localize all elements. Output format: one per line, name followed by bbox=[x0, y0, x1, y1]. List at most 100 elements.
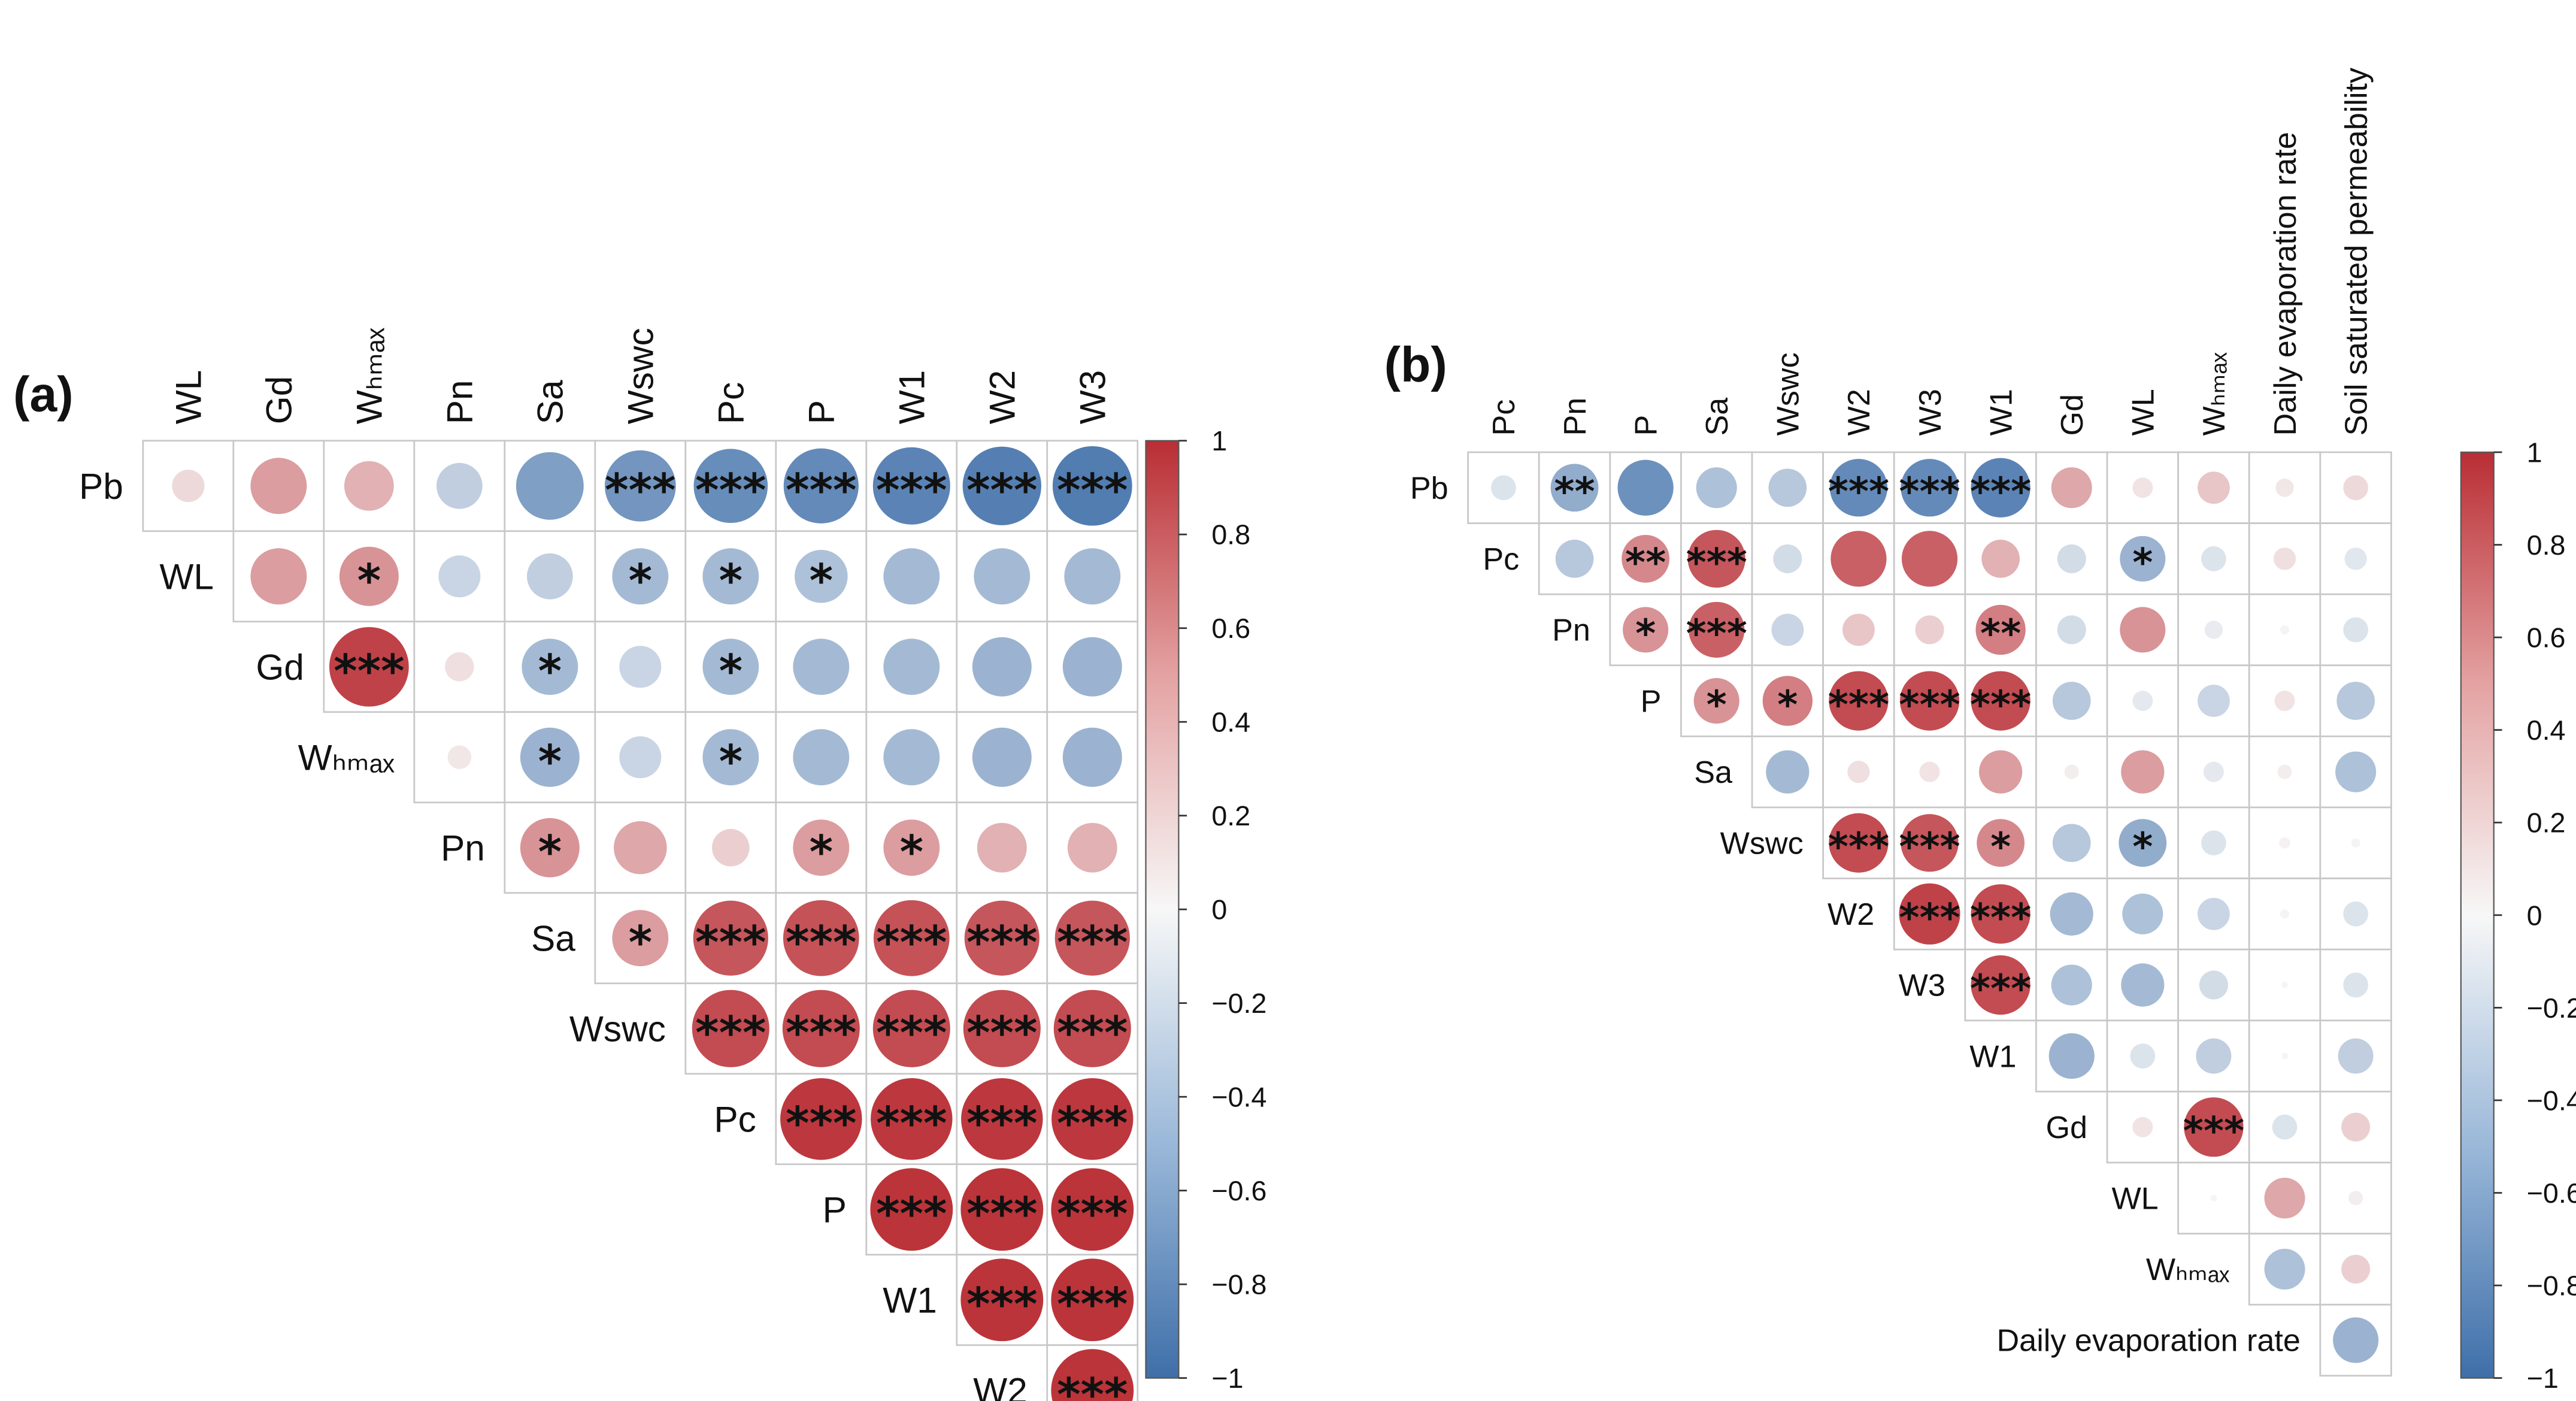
significance-stars: *** bbox=[695, 464, 766, 516]
corr-circle bbox=[1696, 467, 1737, 509]
significance-stars: *** bbox=[966, 1097, 1037, 1149]
corr-cell: *** bbox=[1893, 877, 1966, 951]
column-label-p: P bbox=[801, 400, 841, 424]
column-label-daily-evaporation-rate: Daily evaporation rate bbox=[2268, 132, 2303, 435]
corr-cell: *** bbox=[865, 1073, 958, 1166]
corr-cell: * bbox=[504, 801, 596, 894]
corr-cell: *** bbox=[956, 982, 1048, 1075]
corr-cell bbox=[2177, 877, 2250, 951]
corr-cell: *** bbox=[775, 1073, 868, 1166]
corr-circle bbox=[960, 1168, 1044, 1251]
corr-circle bbox=[2348, 1191, 2363, 1206]
corr-circle bbox=[2052, 682, 2091, 720]
corr-circle bbox=[619, 646, 662, 688]
corr-circle bbox=[782, 990, 860, 1067]
corr-circle bbox=[2051, 467, 2092, 509]
corr-cell bbox=[775, 711, 868, 804]
corr-cell: * bbox=[775, 801, 868, 894]
corr-cell bbox=[2177, 593, 2250, 667]
corr-cell bbox=[2248, 948, 2322, 1022]
corr-cell bbox=[2248, 593, 2322, 667]
corr-circle bbox=[712, 828, 750, 867]
corr-cell: *** bbox=[1822, 806, 1895, 879]
corr-cell bbox=[2106, 1019, 2179, 1093]
corr-circle bbox=[883, 729, 940, 786]
corr-cell bbox=[232, 440, 325, 532]
corr-circle bbox=[1901, 531, 1958, 587]
colorbar: 1 0.8 0.6 0.4 0.2 0 −0.2 −0.4 −0.6 −0.8 −1 bbox=[2460, 437, 2576, 1394]
column-label-w1: W1 bbox=[1984, 389, 2019, 435]
colorbar-tick-label: 0.8 bbox=[2527, 529, 2566, 561]
corr-circle bbox=[972, 727, 1032, 787]
significance-stars: ** bbox=[1980, 611, 2021, 656]
column-label-wl: WL bbox=[168, 370, 208, 425]
colorbar-tick-label: −0.8 bbox=[1211, 1269, 1266, 1300]
corr-circle bbox=[1051, 1168, 1134, 1251]
cell-border bbox=[2319, 1091, 2392, 1164]
column-label-w3: W3 bbox=[1913, 389, 1948, 435]
corr-cell bbox=[2248, 1161, 2322, 1234]
corr-cell: *** bbox=[1046, 440, 1139, 532]
significance-stars: *** bbox=[786, 464, 856, 516]
corr-cell bbox=[594, 711, 687, 804]
significance-stars: *** bbox=[695, 916, 766, 969]
corr-cell bbox=[2319, 1233, 2392, 1306]
colorbar-tick-label: 0 bbox=[2527, 900, 2542, 931]
corr-circle bbox=[2201, 830, 2226, 856]
corr-cell bbox=[594, 801, 687, 894]
column-label-pc: Pc bbox=[1487, 400, 1522, 436]
corr-cell bbox=[1046, 621, 1139, 713]
corr-cell: *** bbox=[865, 1163, 958, 1256]
column-label-sa: Sa bbox=[529, 380, 570, 424]
corr-cell bbox=[2106, 664, 2179, 737]
significance-stars: * bbox=[719, 735, 743, 788]
corr-cell: * bbox=[1609, 593, 1682, 667]
corr-circle bbox=[1053, 990, 1131, 1067]
corr-cell bbox=[2248, 522, 2322, 595]
colorbar-tick-label: −0.6 bbox=[2527, 1178, 2576, 1209]
corr-cell bbox=[413, 711, 506, 804]
corr-circle bbox=[2052, 824, 2091, 863]
row-label-w1: W1 bbox=[1969, 1039, 2016, 1074]
corr-cell: * bbox=[1751, 664, 1824, 737]
corr-cell bbox=[2035, 593, 2108, 667]
corr-cell bbox=[2177, 736, 2250, 809]
corr-cell bbox=[2248, 664, 2322, 737]
row-label-pc: Pc bbox=[714, 1099, 756, 1139]
corr-cell bbox=[1680, 451, 1753, 524]
corr-cell bbox=[2319, 1161, 2392, 1234]
corr-cell bbox=[1046, 530, 1139, 623]
significance-stars: * bbox=[629, 554, 652, 607]
significance-stars: *** bbox=[695, 1006, 766, 1059]
significance-stars: *** bbox=[1057, 1278, 1128, 1330]
corr-cell bbox=[2177, 1019, 2250, 1093]
column-label-w1: W1 bbox=[891, 370, 932, 425]
significance-stars: *** bbox=[1828, 824, 1889, 870]
significance-stars: * bbox=[1990, 824, 2011, 870]
corr-circle bbox=[1062, 727, 1122, 787]
corr-circle bbox=[2273, 547, 2296, 570]
corr-circle bbox=[1051, 1258, 1134, 1342]
significance-stars: *** bbox=[786, 1006, 856, 1059]
corr-circle bbox=[2132, 477, 2153, 498]
colorbar-tick-label: 1 bbox=[1211, 425, 1227, 456]
corr-cell bbox=[2035, 522, 2108, 595]
corr-circle bbox=[960, 1258, 1044, 1342]
corr-cell bbox=[956, 530, 1048, 623]
corr-circle bbox=[2184, 1097, 2244, 1157]
corr-circle bbox=[2120, 607, 2166, 653]
colorbar-tick-label: 0.4 bbox=[2527, 715, 2566, 746]
corr-circle bbox=[2280, 625, 2290, 635]
corr-circle bbox=[2344, 547, 2367, 570]
colorbar: 1 0.8 0.6 0.4 0.2 0 −0.2 −0.4 −0.6 −0.8 −1 bbox=[1145, 425, 1266, 1394]
corr-circle bbox=[1550, 464, 1599, 512]
corr-circle bbox=[1915, 615, 1944, 644]
corr-cell bbox=[504, 440, 596, 532]
corr-circle bbox=[619, 736, 662, 779]
corr-cell bbox=[504, 530, 596, 623]
corr-cell: *** bbox=[1893, 451, 1966, 524]
corr-circle bbox=[1901, 459, 1959, 517]
corr-cell bbox=[2035, 1019, 2108, 1093]
corr-circle bbox=[961, 1078, 1043, 1160]
corr-circle bbox=[2196, 1038, 2232, 1074]
